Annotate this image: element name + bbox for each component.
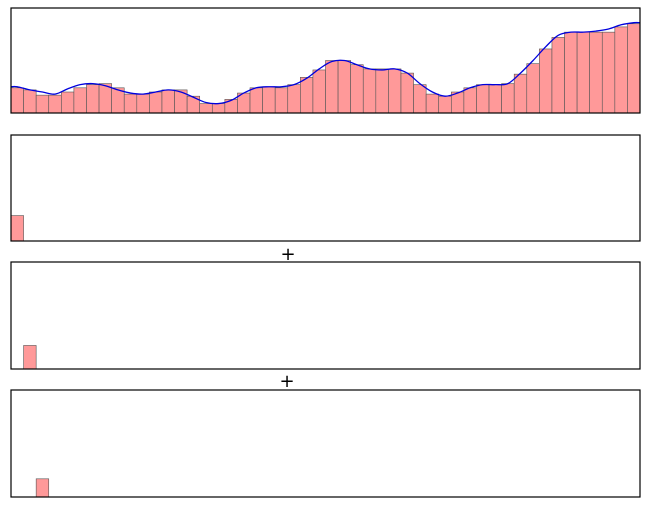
bar-15 (199, 103, 213, 114)
bar-16 (211, 103, 226, 114)
bar-2 (35, 94, 50, 114)
bar-6 (86, 84, 100, 114)
bar-30 (388, 68, 402, 114)
chart-panel-component-2 (10, 261, 641, 370)
bar-46 (589, 31, 603, 114)
bar-49 (627, 23, 641, 114)
bar-48 (614, 26, 628, 114)
plus-operator-2: + (279, 371, 294, 392)
chart-panel-combined (10, 7, 641, 114)
bar-25 (325, 60, 339, 114)
bar-45 (576, 31, 590, 114)
panel-frame-2 (10, 261, 641, 370)
bar-26 (337, 60, 351, 114)
bar-47 (601, 31, 616, 114)
bar-11 (149, 91, 163, 114)
bar-32 (413, 84, 427, 114)
bar-23 (300, 77, 314, 114)
panel-frame-1 (10, 134, 641, 242)
bar-5 (73, 87, 87, 114)
bar-0 (10, 215, 24, 242)
bar-38 (488, 84, 502, 114)
chart-panel-component-1 (10, 134, 641, 242)
bar-27 (350, 64, 364, 114)
bar-0 (10, 87, 24, 114)
bar-7 (98, 83, 112, 114)
bar-36 (463, 87, 477, 114)
bar-22 (287, 84, 301, 114)
bar-37 (476, 84, 490, 114)
bar-3 (48, 94, 62, 114)
bar-1 (23, 345, 37, 370)
panel-frame-0 (10, 7, 641, 114)
bar-28 (362, 68, 377, 114)
bar-10 (136, 93, 150, 114)
bar-9 (123, 93, 138, 114)
bar-19 (249, 87, 263, 114)
plus-operator-1: + (280, 244, 295, 265)
bar-34 (438, 95, 452, 114)
bar-44 (564, 31, 578, 114)
smooth-curve-line (10, 21, 641, 105)
bar-24 (312, 69, 326, 114)
bar-33 (425, 93, 440, 114)
panel-frame-3 (10, 389, 641, 498)
bar-41 (526, 63, 540, 114)
bar-21 (274, 87, 289, 114)
bar-39 (501, 83, 515, 114)
chart-panel-component-3 (10, 389, 641, 498)
bar-1 (23, 89, 37, 114)
bar-43 (551, 37, 565, 114)
bar-20 (262, 86, 276, 114)
bar-40 (513, 73, 528, 114)
bar-4 (61, 91, 75, 114)
bar-29 (375, 68, 389, 114)
bar-12 (161, 89, 175, 114)
bar-31 (400, 72, 414, 114)
bar-42 (539, 48, 553, 114)
bar-2 (35, 478, 50, 498)
